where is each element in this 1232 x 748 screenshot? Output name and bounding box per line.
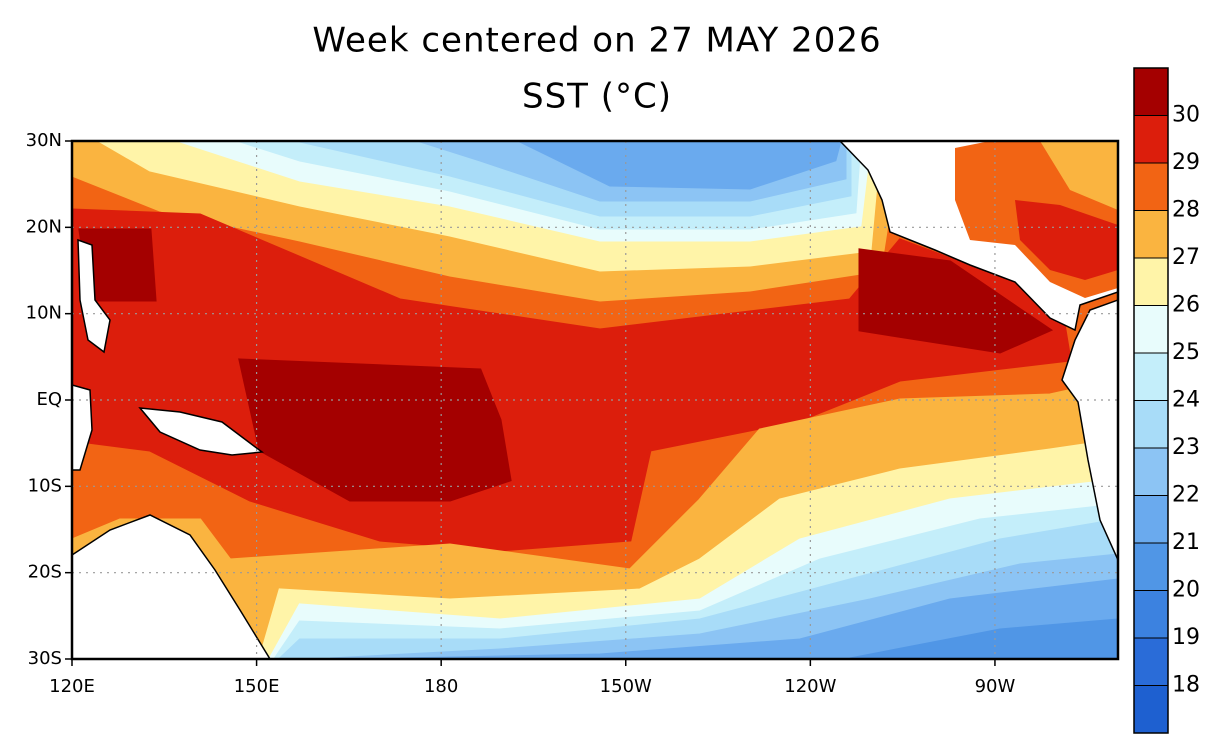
colorbar-label: 26 [1172,293,1200,318]
colorbar-segment [1134,115,1168,163]
colorbar-segment [1134,448,1168,496]
sst-field [72,141,1118,659]
colorbar-label: 21 [1172,530,1200,555]
colorbar: 18 19 20 21 22 23 24 25 26 27 28 29 30 [1133,67,1200,734]
colorbar-label: 19 [1172,625,1200,650]
south-america [1061,299,1118,561]
colorbar-segment [1134,495,1168,543]
colorbar-label: 30 [1172,103,1200,128]
colorbar-label: 25 [1172,340,1200,365]
caribbean-cool [1040,141,1118,210]
title: Week centered on 27 MAY 2026 [312,21,881,61]
colorbar-segment [1134,590,1168,638]
y-tick-label: 20N [26,216,62,237]
australia [72,514,271,659]
sst-band [238,358,512,502]
colorbar-segment [1134,258,1168,306]
x-tick-label: 180 [424,676,458,697]
colorbar-label: 22 [1172,483,1200,508]
sst-band [849,618,1118,659]
colorbar-label: 20 [1172,578,1200,603]
colorbar-segment [1134,400,1168,448]
y-tick-label: 30N [26,130,62,151]
philippines [77,238,111,354]
land [72,141,1118,659]
colorbar-segment [1134,353,1168,401]
y-tick-label: 30S [28,648,62,669]
colorbar-label: 29 [1172,150,1200,175]
y-tick-label: EQ [36,389,62,410]
x-tick-label: 150W [600,676,652,697]
colorbar-label: 27 [1172,245,1200,270]
colorbar-segment [1134,543,1168,591]
caribbean-warm [1015,200,1118,280]
y-tick-label: 10N [26,303,62,324]
y-tick-label: 20S [28,562,62,583]
x-tick-label: 150E [234,676,280,697]
colorbar-label: 24 [1172,388,1200,413]
colorbar-label: 18 [1172,673,1200,698]
new-guinea [138,407,264,456]
colorbar-segment [1134,163,1168,211]
sst-band [399,578,1118,659]
colorbar-segment [1134,68,1168,116]
x-tick-label: 120W [784,676,836,697]
colorbar-segment [1134,210,1168,258]
y-tick-label: 10S [28,475,62,496]
borneo [72,384,93,471]
colorbar-label: 28 [1172,198,1200,223]
x-tick-label: 120E [49,676,95,697]
colorbar-segment [1134,638,1168,686]
colorbar-segment [1134,305,1168,353]
subtitle: SST (°C) [522,77,672,117]
sst-band [519,141,842,190]
x-tick-label: 90W [975,676,1016,697]
sst-band [858,248,1054,354]
colorbar-label: 23 [1172,435,1200,460]
colorbar-segment [1134,685,1168,733]
